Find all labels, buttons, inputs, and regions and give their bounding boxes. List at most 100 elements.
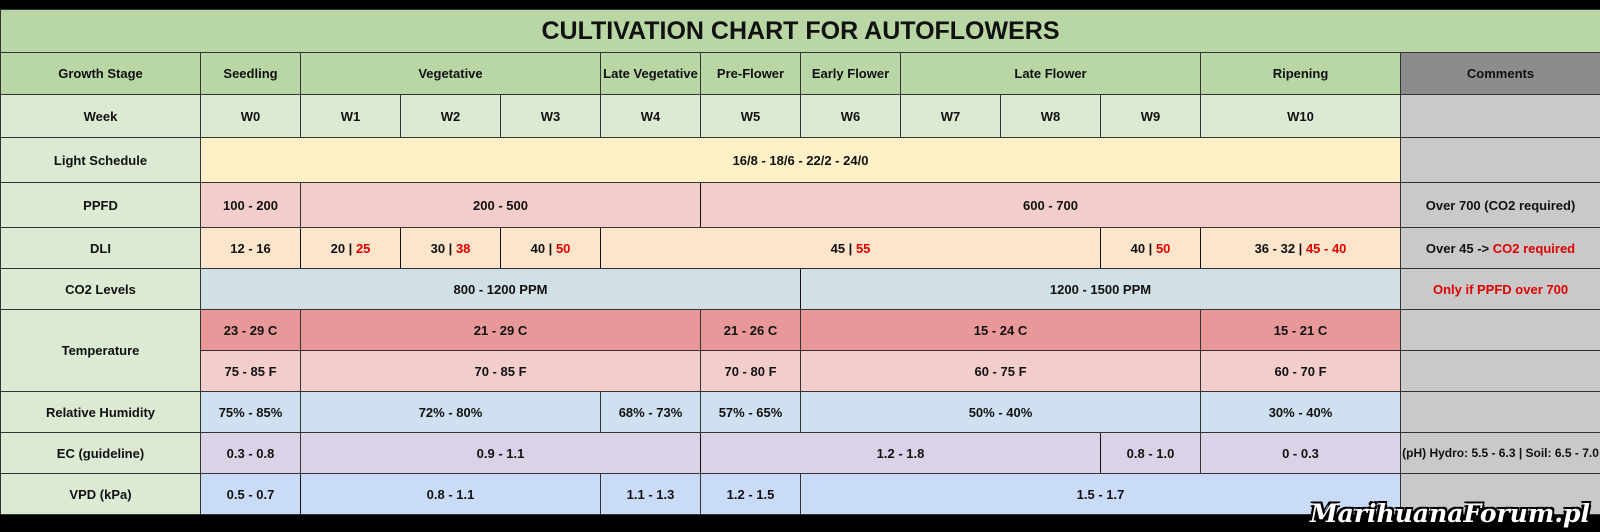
dli-value: 20 | 25 <box>300 227 401 269</box>
comment-cell-empty <box>1399 350 1600 392</box>
dli-value: 40 | 50 <box>1100 227 1201 269</box>
comment-cell-empty <box>1399 473 1600 515</box>
stage-late-flower: Late Flower <box>900 52 1201 95</box>
week-cell: W0 <box>200 94 301 138</box>
rh-value: 50% - 40% <box>800 391 1201 433</box>
temp-f-value: 60 - 75 F <box>800 350 1201 392</box>
dli-high: 50 <box>555 240 571 256</box>
temp-c-value: 21 - 26 C <box>700 309 801 351</box>
dli-separator: | <box>1145 240 1156 256</box>
ec-row: EC (guideline) 0.3 - 0.8 0.9 - 1.1 1.2 -… <box>0 432 1600 474</box>
row-label-temperature: Temperature <box>0 309 201 392</box>
cultivation-table: CULTIVATION CHART FOR AUTOFLOWERS Growth… <box>0 9 1600 515</box>
dli-value: 36 - 32 | 45 - 40 <box>1200 227 1401 269</box>
dli-low: 30 <box>430 240 446 256</box>
co2-comment: Only if PPFD over 700 <box>1399 268 1600 310</box>
week-cell: W4 <box>600 94 701 138</box>
dli-low: 45 <box>830 240 846 256</box>
vpd-value: 1.5 - 1.7 <box>800 473 1401 515</box>
comment-cell-empty <box>1399 137 1600 183</box>
title-row: CULTIVATION CHART FOR AUTOFLOWERS <box>0 9 1600 53</box>
rh-value: 72% - 80% <box>300 391 601 433</box>
temp-c-value: 15 - 21 C <box>1200 309 1401 351</box>
week-cell: W6 <box>800 94 901 138</box>
dli-high: 38 <box>455 240 471 256</box>
row-label-rh: Relative Humidity <box>0 391 201 433</box>
week-cell: W8 <box>1000 94 1101 138</box>
dli-value: 40 | 50 <box>500 227 601 269</box>
ec-value: 0 - 0.3 <box>1200 432 1401 474</box>
dli-low: 40 <box>530 240 546 256</box>
comment-cell-empty <box>1399 94 1600 138</box>
dli-comment-warning: CO2 required <box>1492 240 1576 256</box>
stage-row: Growth Stage Seedling Vegetative Late Ve… <box>0 52 1600 95</box>
row-label-dli: DLI <box>0 227 201 269</box>
comment-cell-empty <box>1399 391 1600 433</box>
ec-comment: (pH) Hydro: 5.5 - 6.3 | Soil: 6.5 - 7.0 <box>1399 432 1600 474</box>
rh-value: 68% - 73% <box>600 391 701 433</box>
dli-high: 55 <box>855 240 871 256</box>
light-schedule-value: 16/8 - 18/6 - 22/2 - 24/0 <box>200 137 1401 183</box>
dli-low: 40 <box>1130 240 1146 256</box>
vpd-value: 1.1 - 1.3 <box>600 473 701 515</box>
dli-separator: | <box>1295 240 1306 256</box>
temp-c-row: Temperature 23 - 29 C 21 - 29 C 21 - 26 … <box>0 309 1600 392</box>
co2-row: CO2 Levels 800 - 1200 PPM 1200 - 1500 PP… <box>0 268 1600 310</box>
dli-value: 30 | 38 <box>400 227 501 269</box>
temp-f-value: 70 - 80 F <box>700 350 801 392</box>
chart-title: CULTIVATION CHART FOR AUTOFLOWERS <box>0 9 1600 53</box>
week-cell: W5 <box>700 94 801 138</box>
week-cell: W3 <box>500 94 601 138</box>
dli-separator: | <box>845 240 856 256</box>
week-cell: W10 <box>1200 94 1401 138</box>
row-label-stage: Growth Stage <box>0 52 201 95</box>
dli-separator: | <box>445 240 456 256</box>
ppfd-value: 200 - 500 <box>300 182 701 228</box>
row-label-ec: EC (guideline) <box>0 432 201 474</box>
week-cell: W2 <box>400 94 501 138</box>
row-label-ppfd: PPFD <box>0 182 201 228</box>
ec-value: 0.8 - 1.0 <box>1100 432 1201 474</box>
light-row: Light Schedule 16/8 - 18/6 - 22/2 - 24/0 <box>0 137 1600 183</box>
dli-comment-prefix: Over 45 -> <box>1425 240 1493 256</box>
row-label-week: Week <box>0 94 201 138</box>
temp-c-value: 15 - 24 C <box>800 309 1201 351</box>
row-label-co2: CO2 Levels <box>0 268 201 310</box>
vpd-row: VPD (kPa) 0.5 - 0.7 0.8 - 1.1 1.1 - 1.3 … <box>0 473 1600 515</box>
dli-row: DLI 12 - 16 20 | 25 30 | 38 40 | 50 45 |… <box>0 227 1600 269</box>
comment-cell-empty <box>1399 309 1600 351</box>
dli-high: 50 <box>1155 240 1171 256</box>
ec-value: 1.2 - 1.8 <box>700 432 1101 474</box>
row-label-vpd: VPD (kPa) <box>0 473 201 515</box>
dli-value-text: 12 - 16 <box>230 240 271 256</box>
week-cell: W7 <box>900 94 1001 138</box>
dli-high: 25 <box>355 240 371 256</box>
co2-value: 1200 - 1500 PPM <box>800 268 1401 310</box>
week-cell: W1 <box>300 94 401 138</box>
rh-value: 75% - 85% <box>200 391 301 433</box>
dli-low: 20 <box>330 240 346 256</box>
temp-c-value: 23 - 29 C <box>200 309 301 351</box>
dli-comment: Over 45 -> CO2 required <box>1399 227 1600 269</box>
dli-separator: | <box>545 240 556 256</box>
week-cell: W9 <box>1100 94 1201 138</box>
week-row: Week W0 W1 W2 W3 W4 W5 W6 W7 W8 W9 W10 <box>0 94 1600 138</box>
stage-pre-flower: Pre-Flower <box>700 52 801 95</box>
ppfd-comment: Over 700 (CO2 required) <box>1399 182 1600 228</box>
temp-f-value: 60 - 70 F <box>1200 350 1401 392</box>
co2-value: 800 - 1200 PPM <box>200 268 801 310</box>
stage-ripening: Ripening <box>1200 52 1401 95</box>
cultivation-chart: CULTIVATION CHART FOR AUTOFLOWERS Growth… <box>0 9 1600 530</box>
dli-value: 12 - 16 <box>200 227 301 269</box>
row-label-light: Light Schedule <box>0 137 201 183</box>
rh-row: Relative Humidity 75% - 85% 72% - 80% 68… <box>0 391 1600 433</box>
vpd-value: 1.2 - 1.5 <box>700 473 801 515</box>
ppfd-value: 100 - 200 <box>200 182 301 228</box>
watermark-logo: MarihuanaForum.pl <box>1309 499 1590 528</box>
temp-f-row: 75 - 85 F 70 - 85 F 70 - 80 F 60 - 75 F … <box>1 350 1600 392</box>
temp-f-value: 75 - 85 F <box>200 350 301 392</box>
rh-value: 30% - 40% <box>1200 391 1401 433</box>
stage-early-flower: Early Flower <box>800 52 901 95</box>
dli-high: 45 - 40 <box>1305 240 1347 256</box>
vpd-value: 0.5 - 0.7 <box>200 473 301 515</box>
